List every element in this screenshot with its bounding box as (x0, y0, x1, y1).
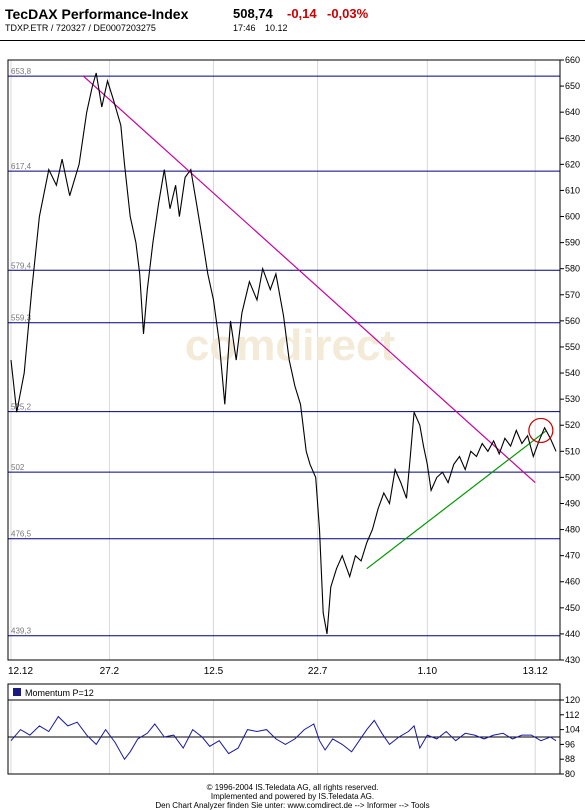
y-tick-label: 480 (565, 525, 580, 535)
momentum-y-tick-label: 88 (565, 754, 575, 764)
y-tick-label: 520 (565, 420, 580, 430)
momentum-y-tick-label: 112 (565, 710, 579, 720)
quote-date: 10.12 (265, 23, 288, 33)
momentum-grid (8, 700, 560, 774)
plot-border (7, 59, 561, 661)
y-tick-label: 600 (565, 212, 580, 222)
quote-time: 17:46 (233, 23, 256, 33)
level-label: 525,2 (11, 403, 32, 412)
momentum-series-line (10, 715, 557, 761)
price-change-percent: -0,03% (327, 6, 369, 21)
x-tick-label: 22.7 (308, 666, 328, 677)
momentum-plot-frame (7, 683, 561, 775)
footer: © 1996-2004 IS.Teledata AG, all rights r… (0, 783, 585, 810)
footer-implemented: Implemented and powered by IS.Teledata A… (210, 792, 375, 801)
y-axis-ticks: 430 440 450 460 470 480 490 500 510 520 530 540 550 5… (560, 55, 580, 665)
momentum-border (7, 683, 561, 775)
x-tick-label: 12.5 (204, 666, 224, 677)
y-tick-label: 440 (565, 629, 580, 639)
momentum-legend-swatch (13, 688, 21, 696)
y-tick-label: 500 (565, 472, 580, 482)
level-label: 579,4 (11, 261, 32, 270)
x-tick-label: 12.12 (8, 666, 33, 677)
level-label: 559,3 (11, 314, 32, 323)
price-change: -0,14 (287, 6, 317, 21)
last-price: 508,74 (233, 6, 273, 21)
y-tick-label: 570 (565, 290, 580, 300)
y-tick-label: 470 (565, 551, 580, 561)
y-tick-label: 650 (565, 81, 580, 91)
momentum-y-tick-label: 104 (565, 725, 580, 735)
y-tick-label: 660 (565, 55, 580, 65)
support-resistance-levels: 653,8 617,4 579,4 559,3 525,2 502 476,5 439,3 (8, 67, 560, 637)
momentum-legend-label: Momentum P=12 (25, 688, 94, 698)
security-identifiers: TDXP.ETR / 720327 / DE0007203275 (5, 23, 156, 33)
level-label: 502 (11, 463, 25, 472)
y-tick-label: 530 (565, 394, 580, 404)
momentum-y-tick-label: 96 (565, 739, 575, 749)
momentum-y-tick-label: 120 (565, 695, 580, 705)
momentum-y-tick-label: 80 (565, 769, 575, 779)
y-tick-label: 490 (565, 498, 580, 508)
level-label: 439,3 (11, 627, 32, 636)
y-tick-label: 540 (565, 368, 580, 378)
footer-link-text: Den Chart Analyzer finden Sie unter: www… (155, 801, 430, 810)
level-label: 617,4 (11, 162, 32, 171)
y-tick-label: 590 (565, 238, 580, 248)
level-label: 476,5 (11, 530, 32, 539)
x-axis-ticks: 12.12 27.2 12.5 22.7 1.10 13.12 (8, 666, 548, 677)
index-title: TecDAX Performance-Index (5, 6, 189, 22)
y-tick-label: 430 (565, 655, 580, 665)
y-tick-label: 450 (565, 603, 580, 613)
y-tick-label: 550 (565, 342, 580, 352)
y-tick-label: 460 (565, 577, 580, 587)
highlight-circle (528, 417, 554, 444)
footer-copyright: © 1996-2004 IS.Teledata AG, all rights r… (206, 783, 379, 792)
y-tick-label: 620 (565, 159, 580, 169)
y-tick-label: 580 (565, 264, 580, 274)
support-trendline (366, 429, 547, 570)
x-tick-label: 1.10 (418, 666, 438, 677)
chart-header: TecDAX Performance-Index TDXP.ETR / 7203… (0, 0, 585, 41)
trendlines (82, 75, 547, 570)
price-series-line (10, 72, 557, 634)
y-tick-label: 610 (565, 185, 580, 195)
resistance-trendline (82, 75, 536, 484)
y-tick-label: 560 (565, 316, 580, 326)
main-plot-frame (7, 59, 561, 661)
x-tick-label: 13.12 (523, 666, 548, 677)
momentum-y-axis-ticks: 80 88 96 104 112 120 (560, 695, 580, 779)
x-tick-label: 27.2 (100, 666, 120, 677)
level-label: 653,8 (11, 67, 32, 76)
y-tick-label: 630 (565, 133, 580, 143)
y-tick-label: 640 (565, 107, 580, 117)
y-tick-label: 510 (565, 446, 580, 456)
